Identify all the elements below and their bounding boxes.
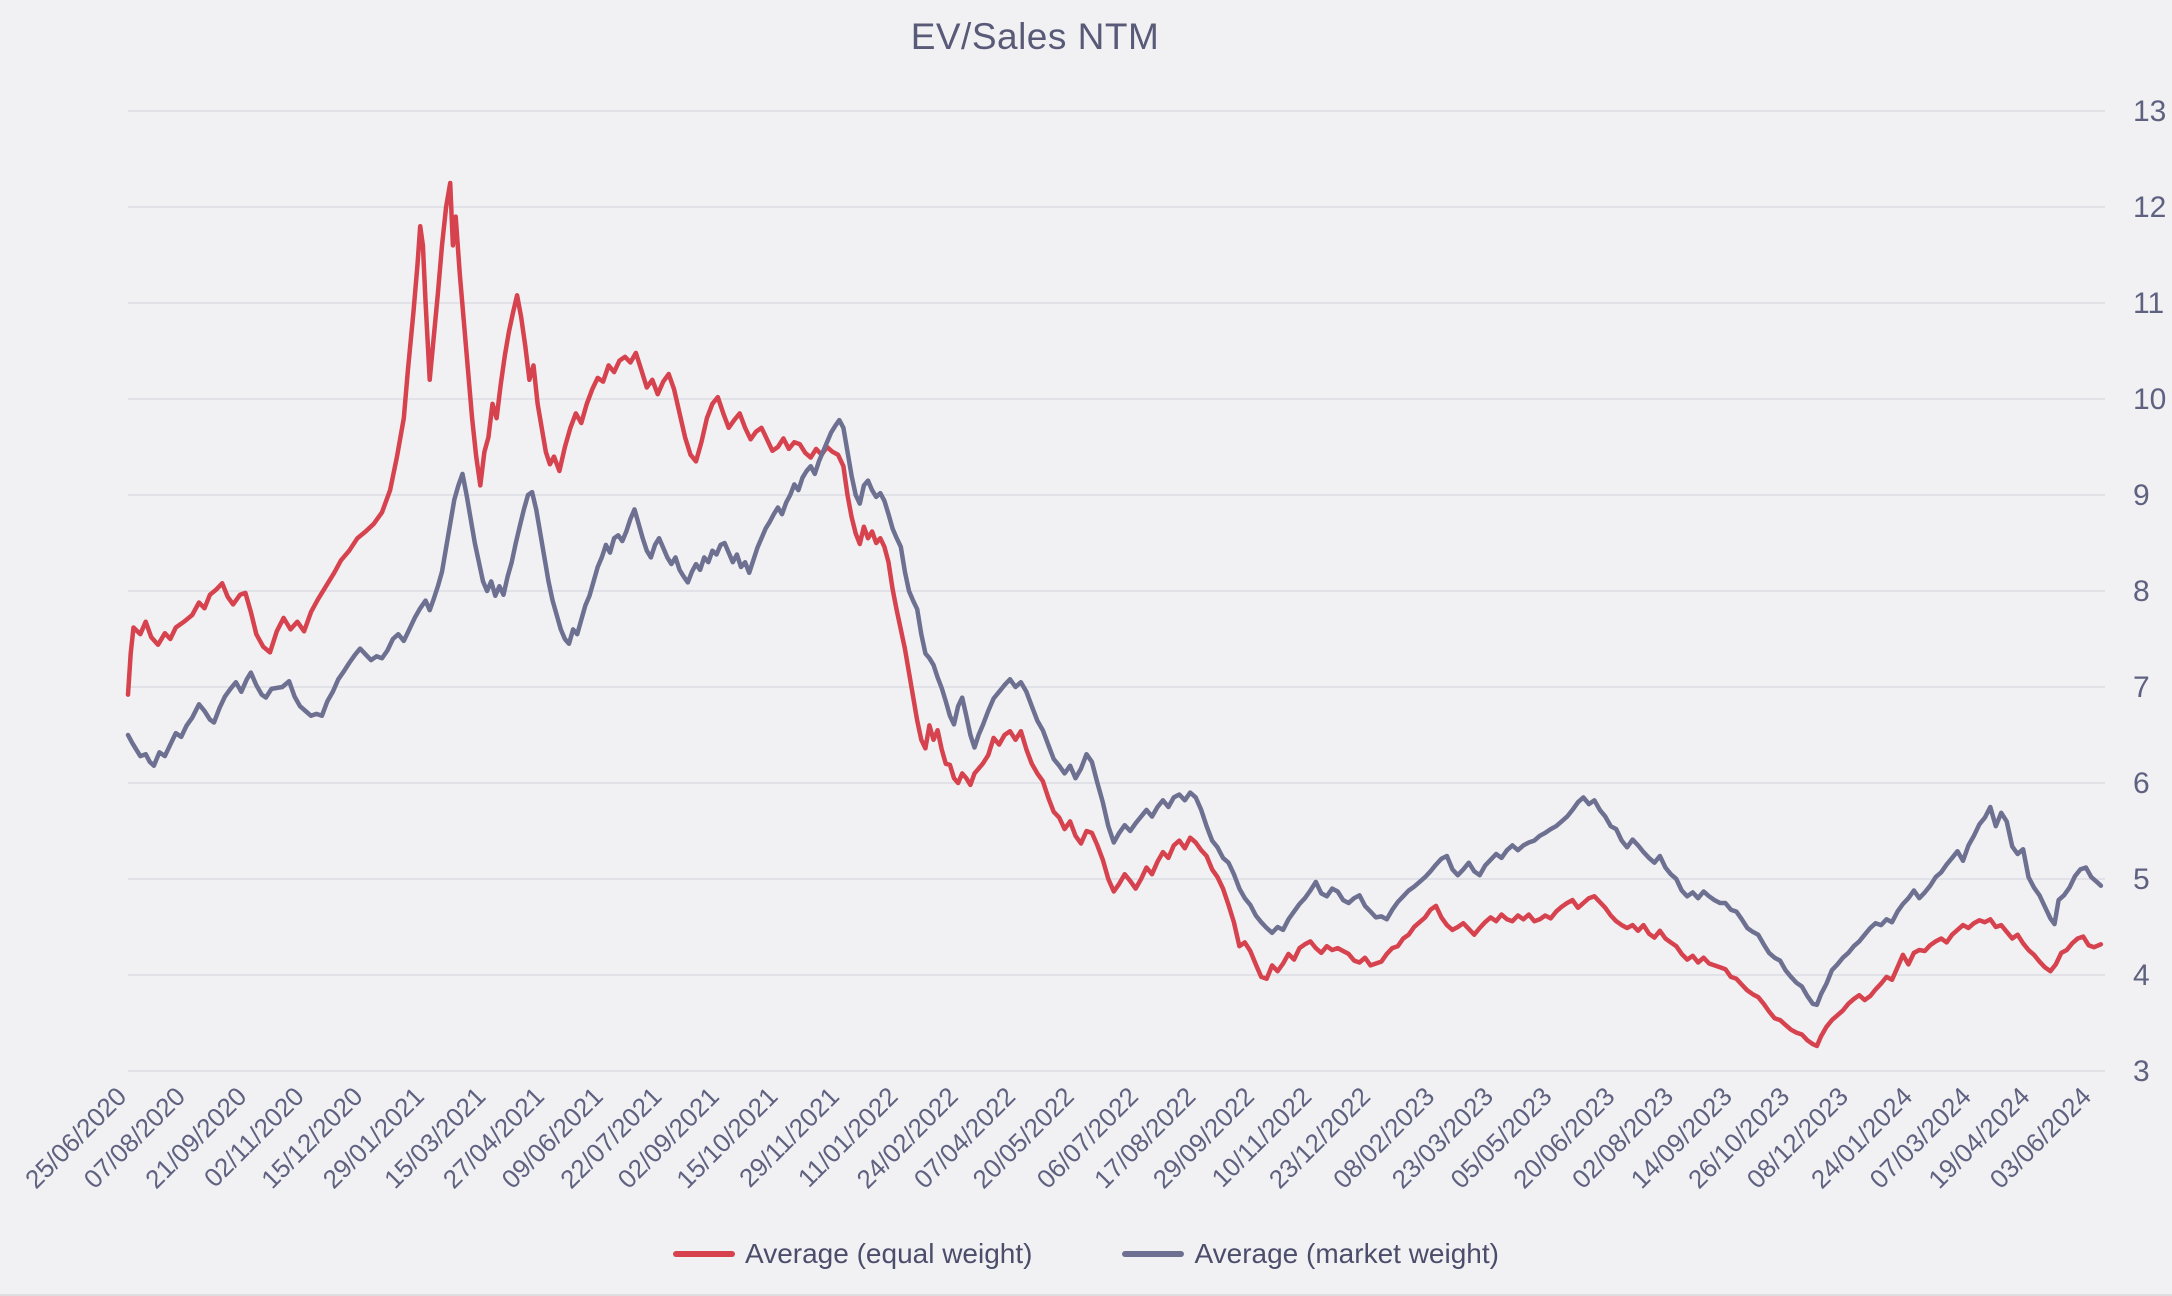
- legend-swatch-equal-weight-icon: [673, 1251, 736, 1257]
- legend-item-market-weight[interactable]: Average (market weight): [1122, 1238, 1499, 1270]
- y-tick-label-13: 13: [2133, 95, 2166, 128]
- legend-item-equal-weight[interactable]: Average (equal weight): [673, 1238, 1032, 1270]
- y-tick-label-10: 10: [2133, 383, 2166, 416]
- y-tick-label-5: 5: [2133, 863, 2150, 896]
- bottom-border: [0, 1294, 2172, 1296]
- y-tick-label-9: 9: [2133, 479, 2150, 512]
- y-tick-label-7: 7: [2133, 671, 2150, 704]
- series-line-equal-weight: [125, 180, 2104, 1049]
- y-tick-label-11: 11: [2133, 287, 2164, 320]
- y-tick-label-3: 3: [2133, 1055, 2150, 1088]
- series-line-market-weight: [125, 417, 2104, 1008]
- legend-label-market-weight: Average (market weight): [1194, 1238, 1499, 1269]
- chart-title: EV/Sales NTM: [910, 16, 1160, 57]
- chart-legend: Average (equal weight) Average (market w…: [0, 1238, 2172, 1270]
- y-tick-label-8: 8: [2133, 575, 2150, 608]
- y-tick-label-6: 6: [2133, 767, 2150, 800]
- legend-swatch-market-weight-icon: [1122, 1251, 1185, 1257]
- y-tick-label-4: 4: [2133, 959, 2150, 992]
- y-tick-label-12: 12: [2133, 191, 2166, 224]
- legend-label-equal-weight: Average (equal weight): [745, 1238, 1033, 1269]
